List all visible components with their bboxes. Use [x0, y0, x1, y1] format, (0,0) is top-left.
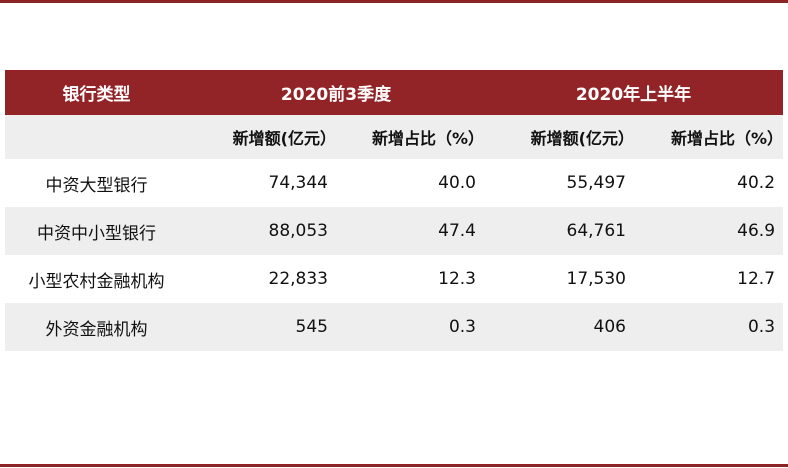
- subheader-q3-amount: 新增额(亿元）: [188, 115, 336, 159]
- cell-h1-share: 12.7: [634, 255, 784, 303]
- table-row: 中资中小型银行 88,053 47.4 64,761 46.9: [5, 207, 784, 255]
- row-label: 中资中小型银行: [5, 207, 188, 255]
- cell-q3-share: 12.3: [336, 255, 484, 303]
- cell-h1-share: 40.2: [634, 159, 784, 207]
- cell-h1-share: 46.9: [634, 207, 784, 255]
- cell-q3-share: 0.3: [336, 303, 484, 351]
- cell-q3-amount: 22,833: [188, 255, 336, 303]
- cell-h1-amount: 406: [484, 303, 634, 351]
- table-row: 中资大型银行 74,344 40.0 55,497 40.2: [5, 159, 784, 207]
- subheader-empty: [5, 115, 188, 159]
- top-rule: [0, 0, 788, 3]
- cell-h1-share: 0.3: [634, 303, 784, 351]
- cell-q3-amount: 74,344: [188, 159, 336, 207]
- cell-q3-share: 47.4: [336, 207, 484, 255]
- header-row: 银行类型 2020前3季度 2020年上半年: [5, 70, 784, 115]
- header-h1-2020: 2020年上半年: [484, 70, 784, 115]
- cell-q3-amount: 545: [188, 303, 336, 351]
- subheader-q3-share: 新增占比（%）: [336, 115, 484, 159]
- row-label: 外资金融机构: [5, 303, 188, 351]
- cell-h1-amount: 55,497: [484, 159, 634, 207]
- header-bank-type: 银行类型: [5, 70, 188, 115]
- subheader-row: 新增额(亿元） 新增占比（%） 新增额(亿元） 新增占比（%）: [5, 115, 784, 159]
- bank-loan-table: 银行类型 2020前3季度 2020年上半年 新增额(亿元） 新增占比（%） 新…: [5, 70, 784, 351]
- row-label: 小型农村金融机构: [5, 255, 188, 303]
- row-label: 中资大型银行: [5, 159, 188, 207]
- cell-q3-amount: 88,053: [188, 207, 336, 255]
- cell-h1-amount: 17,530: [484, 255, 634, 303]
- cell-h1-amount: 64,761: [484, 207, 634, 255]
- table-row: 小型农村金融机构 22,833 12.3 17,530 12.7: [5, 255, 784, 303]
- cell-q3-share: 40.0: [336, 159, 484, 207]
- subheader-h1-share: 新增占比（%）: [634, 115, 784, 159]
- bottom-rule: [0, 464, 788, 467]
- header-q3-2020: 2020前3季度: [188, 70, 484, 115]
- subheader-h1-amount: 新增额(亿元）: [484, 115, 634, 159]
- table-row: 外资金融机构 545 0.3 406 0.3: [5, 303, 784, 351]
